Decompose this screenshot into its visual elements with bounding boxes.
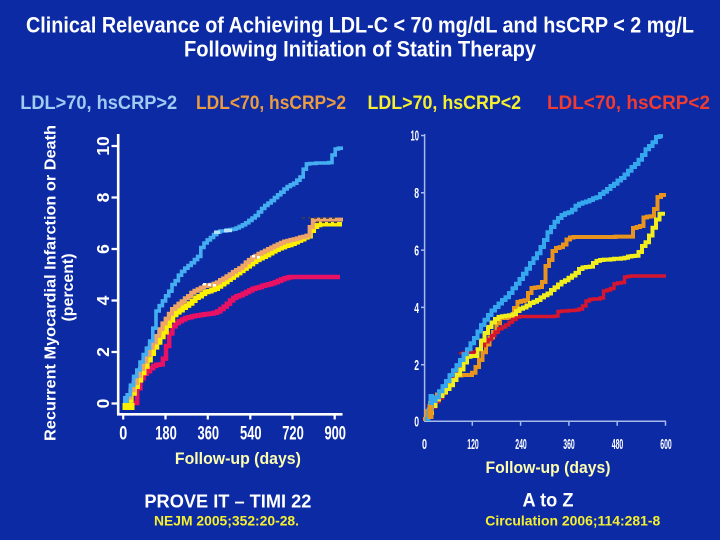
svg-text:120: 120 — [467, 437, 479, 453]
svg-text:Follow-up (days): Follow-up (days) — [486, 459, 611, 477]
svg-text:8: 8 — [93, 192, 113, 202]
svg-text:8: 8 — [414, 185, 419, 202]
svg-text:540: 540 — [240, 424, 262, 445]
svg-text:Clinical Relevance of Achievin: Clinical Relevance of Achieving LDL-C < … — [26, 13, 694, 38]
svg-text:PROVE IT – TIMI 22: PROVE IT – TIMI 22 — [144, 492, 311, 512]
svg-text:600: 600 — [660, 437, 672, 453]
svg-text:0: 0 — [414, 414, 419, 431]
svg-text:480: 480 — [612, 437, 624, 453]
svg-text:180: 180 — [155, 424, 177, 445]
svg-text:360: 360 — [198, 424, 220, 445]
svg-text:4: 4 — [414, 300, 419, 317]
svg-text:10: 10 — [93, 136, 113, 156]
svg-text:0: 0 — [93, 398, 113, 408]
svg-text:LDL>70, hsCRP>2: LDL>70, hsCRP>2 — [20, 93, 177, 114]
svg-text:NEJM 2005;352:20-28.: NEJM 2005;352:20-28. — [154, 512, 299, 528]
svg-text:LDL<70, hsCRP<2: LDL<70, hsCRP<2 — [547, 93, 710, 114]
svg-text:2: 2 — [93, 347, 113, 357]
svg-text:LDL>70, hsCRP<2: LDL>70, hsCRP<2 — [368, 93, 522, 114]
svg-text:360: 360 — [563, 437, 575, 453]
svg-text:Following Initiation of Statin: Following Initiation of Statin Therapy — [184, 37, 536, 62]
svg-text:0: 0 — [119, 424, 127, 445]
svg-text:10: 10 — [411, 128, 420, 145]
svg-text:0: 0 — [422, 437, 427, 453]
svg-text:A to Z: A to Z — [523, 491, 574, 512]
svg-text:LDL<70, hsCRP>2: LDL<70, hsCRP>2 — [196, 93, 346, 114]
svg-text:6: 6 — [414, 243, 419, 260]
svg-text:240: 240 — [515, 437, 527, 453]
svg-text:2: 2 — [414, 357, 419, 374]
svg-text:Circulation 2006;114:281-8: Circulation 2006;114:281-8 — [485, 513, 660, 529]
svg-text:6: 6 — [93, 244, 113, 254]
svg-text:900: 900 — [324, 424, 346, 445]
svg-text:Recurrent Myocardial Infarctio: Recurrent Myocardial Infarction or Death — [43, 125, 60, 441]
svg-text:720: 720 — [282, 424, 304, 445]
svg-text:(percent): (percent) — [60, 254, 77, 322]
svg-text:Follow-up (days): Follow-up (days) — [175, 450, 301, 468]
svg-text:4: 4 — [93, 295, 113, 305]
